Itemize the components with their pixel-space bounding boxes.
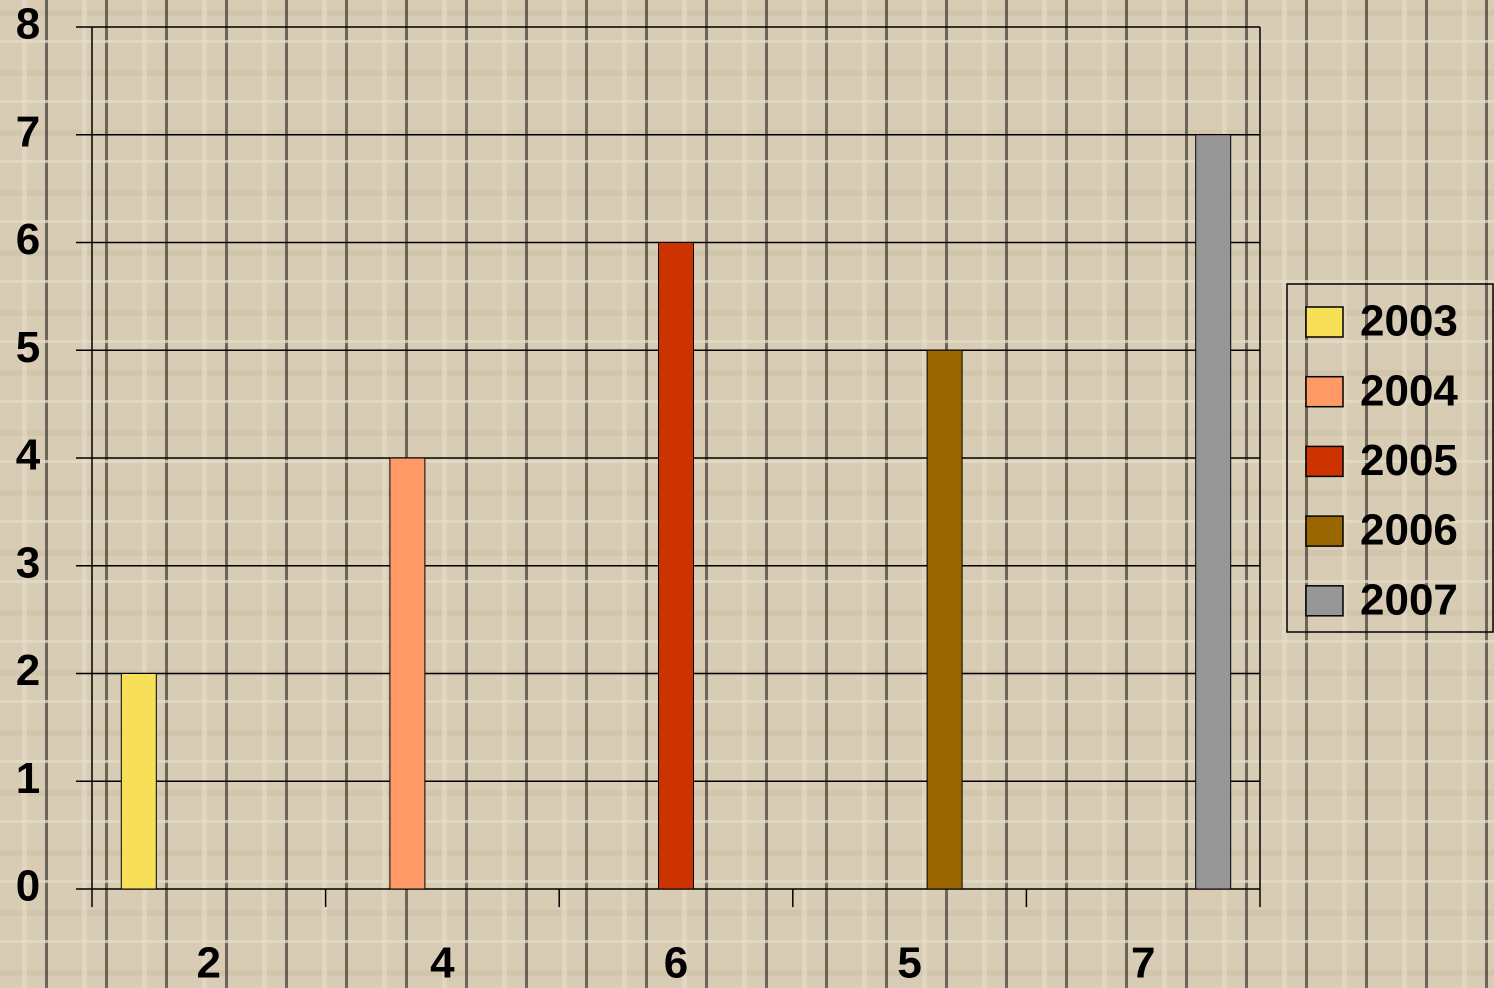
legend-label: 2003 — [1360, 297, 1458, 346]
bar — [1195, 134, 1232, 890]
y-tick-label: 7 — [16, 107, 40, 156]
bar — [658, 242, 694, 890]
y-tick-label: 0 — [16, 862, 40, 911]
bar — [120, 673, 157, 890]
legend-swatch — [1305, 515, 1344, 547]
legend-label: 2007 — [1360, 575, 1458, 624]
bar — [926, 349, 963, 890]
legend-box — [1286, 283, 1494, 633]
legend-label: 2005 — [1360, 436, 1458, 485]
y-tick-label: 6 — [16, 215, 40, 264]
y-tick-label: 5 — [16, 323, 40, 372]
y-tick-label: 8 — [16, 0, 40, 49]
x-tick-label: 6 — [664, 939, 688, 988]
y-tick-label: 2 — [16, 646, 40, 695]
x-tick-label: 7 — [1131, 939, 1155, 988]
y-tick-label: 1 — [16, 754, 40, 803]
x-tick-label: 5 — [897, 939, 921, 988]
legend-label: 2004 — [1360, 366, 1458, 415]
legend-swatch — [1305, 445, 1344, 478]
bar — [389, 457, 426, 890]
legend-label: 2006 — [1360, 506, 1458, 555]
x-tick-label: 2 — [197, 939, 221, 988]
y-tick-label: 3 — [16, 538, 40, 587]
legend-swatch — [1305, 375, 1344, 408]
x-tick-label: 4 — [430, 939, 455, 988]
y-tick-label: 4 — [16, 431, 41, 480]
legend-swatch — [1305, 306, 1344, 338]
legend-swatch — [1305, 585, 1344, 617]
